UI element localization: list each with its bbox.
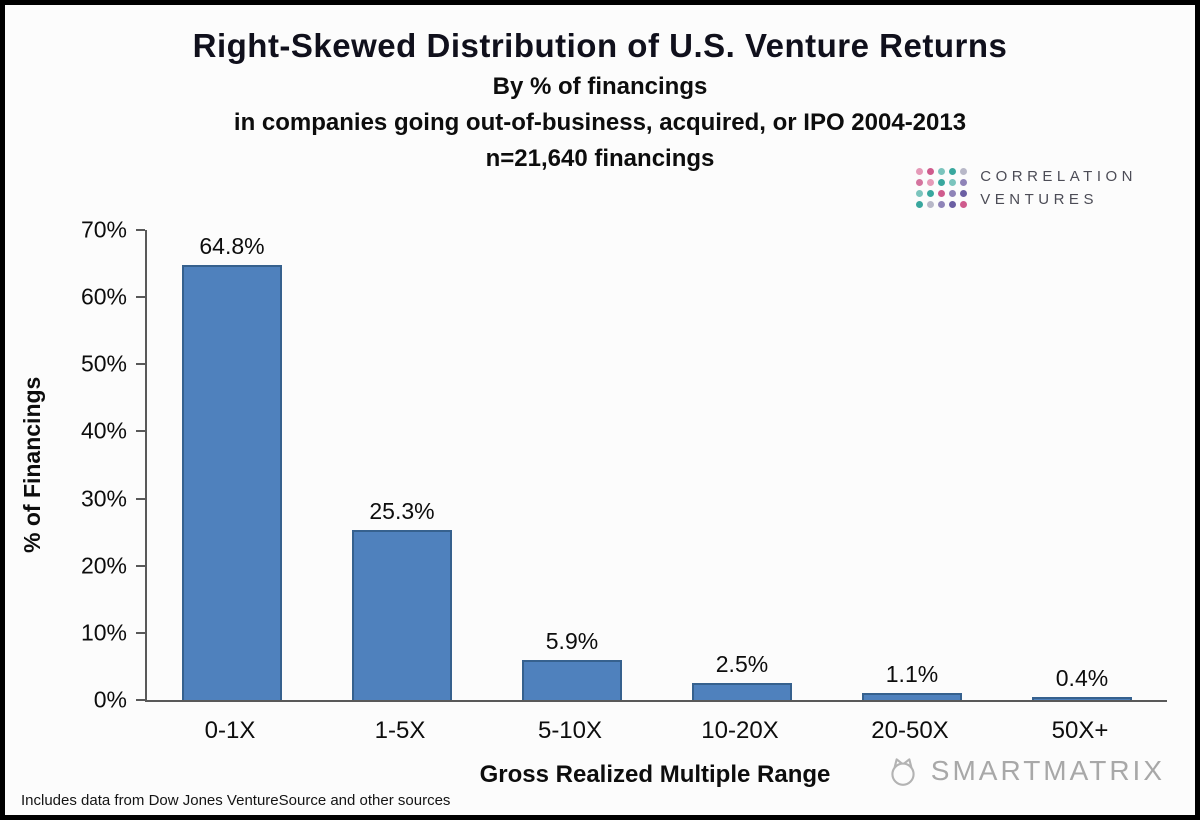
y-tick-mark	[136, 296, 145, 299]
bar-value-label: 1.1%	[885, 660, 939, 687]
logo-dot	[960, 200, 968, 208]
y-tick-label: 40%	[80, 417, 127, 444]
logo-dot	[960, 189, 968, 197]
logo-dot	[927, 200, 935, 208]
y-tick-mark	[136, 631, 145, 634]
x-tick-label: 20-50X	[871, 717, 949, 744]
bar	[351, 530, 452, 700]
logo-dot	[927, 178, 935, 186]
bar-value-label: 2.5%	[715, 651, 769, 678]
subtitle-line-2: in companies going out-of-business, acqu…	[233, 109, 967, 136]
x-tick-label: 0-1X	[204, 717, 256, 744]
bar	[691, 683, 792, 700]
logo-text: CORRELATION VENTURES	[980, 165, 1137, 212]
source-footnote: Includes data from Dow Jones VentureSour…	[21, 792, 451, 809]
x-tick-label: 1-5X	[374, 717, 426, 744]
logo-text-line-2: VENTURES	[980, 191, 1098, 209]
y-tick-mark	[136, 699, 145, 701]
y-tick-label: 0%	[93, 686, 127, 713]
subtitle-line-3: n=21,640 financings	[485, 145, 715, 172]
smartmatrix-logo-icon	[891, 758, 915, 786]
y-tick-label: 50%	[80, 350, 127, 377]
watermark: SMARTMATRIX	[885, 753, 1165, 789]
logo-text-line-1: CORRELATION	[980, 168, 1137, 185]
logo-dot	[949, 200, 957, 208]
logo-dot	[927, 189, 935, 197]
watermark-text: SMARTMATRIX	[930, 755, 1165, 786]
bar	[181, 264, 282, 700]
y-tick-mark	[136, 564, 145, 567]
bar-value-label: 5.9%	[545, 628, 599, 655]
logo-dot	[960, 178, 968, 186]
subtitle-line-1: By % of financings	[492, 73, 708, 100]
bar	[1031, 697, 1132, 700]
logo-dot	[960, 167, 968, 175]
bar	[861, 692, 962, 700]
y-axis: 0% 10% 20% 30% 40% 50% 60% 70%	[5, 217, 145, 713]
logo-dot	[938, 167, 946, 175]
y-tick-mark	[136, 430, 145, 433]
logo-dots-icon	[916, 167, 968, 209]
bar-column: 0.4%	[997, 230, 1167, 700]
logo-dot	[949, 167, 957, 175]
bar-column: 2.5%	[657, 230, 827, 700]
y-tick-mark	[136, 497, 145, 500]
logo-dot	[916, 189, 924, 197]
y-tick-label: 10%	[80, 619, 127, 646]
y-tick-label: 20%	[80, 552, 127, 579]
y-tick-label: 70%	[80, 216, 127, 243]
bar-column: 25.3%	[317, 230, 487, 700]
y-tick-mark	[136, 363, 145, 366]
logo-dot	[916, 167, 924, 175]
logo-dot	[916, 200, 924, 208]
bar-value-label: 64.8%	[199, 232, 265, 259]
y-tick-label: 30%	[80, 485, 127, 512]
x-axis-title: Gross Realized Multiple Range	[479, 761, 831, 788]
plot-area: 64.8% 25.3% 5.9% 2.5% 1.1% 0.4%	[145, 230, 1167, 702]
logo-dot	[949, 189, 957, 197]
y-tick-label: 60%	[80, 283, 127, 310]
y-tick-mark	[136, 229, 145, 231]
bar-column: 1.1%	[827, 230, 997, 700]
bar	[521, 660, 622, 700]
bar-column: 5.9%	[487, 230, 657, 700]
correlation-ventures-logo: CORRELATION VENTURES	[916, 165, 1137, 212]
logo-dot	[938, 178, 946, 186]
x-tick-label: 50X+	[1051, 717, 1109, 744]
x-axis-labels: 0-1X 1-5X 5-10X 10-20X 20-50X 50X+	[145, 717, 1165, 745]
logo-dot	[938, 200, 946, 208]
x-tick-label: 5-10X	[537, 717, 603, 744]
x-tick-label: 10-20X	[701, 717, 779, 744]
bar-column: 64.8%	[147, 230, 317, 700]
logo-dot	[938, 189, 946, 197]
logo-dot	[927, 167, 935, 175]
logo-dot	[916, 178, 924, 186]
bar-value-label: 0.4%	[1055, 665, 1109, 692]
page-title: Right-Skewed Distribution of U.S. Ventur…	[192, 27, 1008, 64]
logo-dot	[949, 178, 957, 186]
bar-value-label: 25.3%	[369, 498, 435, 525]
